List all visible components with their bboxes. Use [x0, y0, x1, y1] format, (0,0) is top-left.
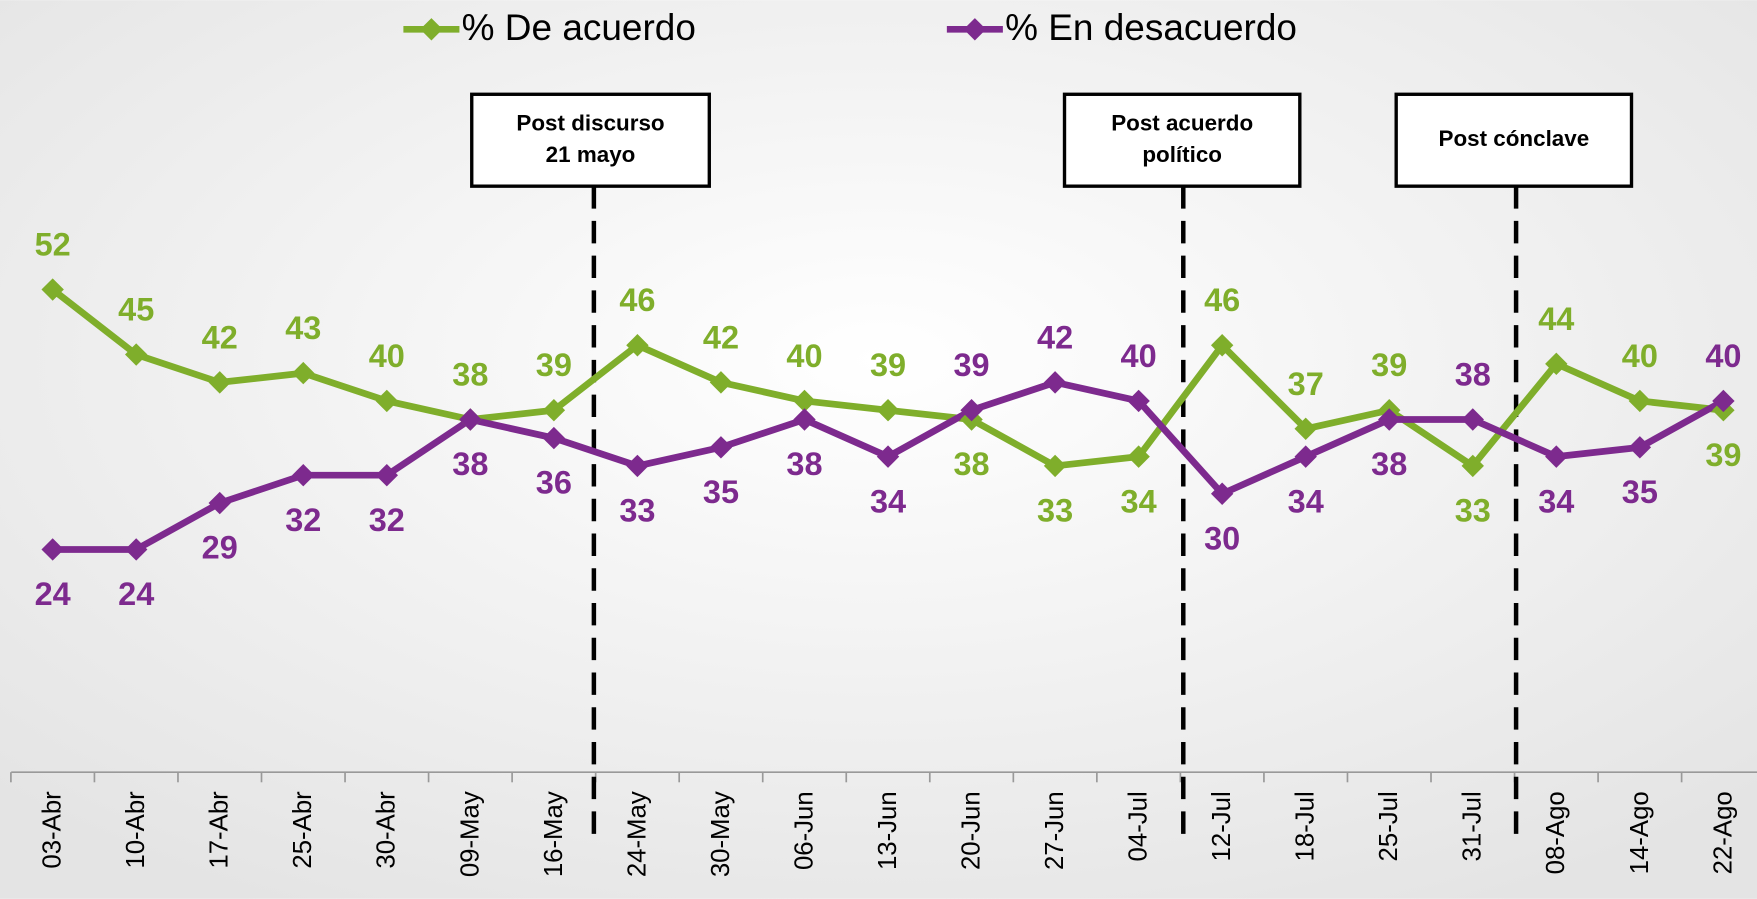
- data-label: 34: [1538, 483, 1574, 519]
- annotation-box: [470, 92, 711, 188]
- legend-label: % De acuerdo: [462, 7, 696, 48]
- point-marker: [1545, 352, 1568, 376]
- data-label: 39: [1371, 347, 1407, 383]
- data-label: 32: [369, 502, 405, 538]
- data-label: 38: [452, 446, 488, 482]
- legend-label: % En desacuerdo: [1005, 7, 1297, 48]
- data-label: 43: [285, 310, 321, 346]
- x-tick-label: 22-Ago: [1709, 791, 1737, 874]
- data-label: 34: [1121, 483, 1157, 519]
- data-label: 38: [786, 446, 822, 482]
- data-label: 33: [619, 493, 655, 529]
- data-label: 37: [1288, 366, 1324, 402]
- data-label: 33: [1455, 493, 1491, 529]
- x-tick-label: 30-May: [707, 791, 735, 877]
- data-label: 30: [1204, 520, 1240, 556]
- data-label: 40: [1121, 338, 1157, 374]
- data-label: 44: [1538, 301, 1574, 337]
- point-marker: [542, 399, 566, 422]
- x-tick-label: 06-Jun: [790, 791, 818, 870]
- x-tick-label: 13-Jun: [874, 791, 902, 870]
- point-marker: [1545, 445, 1568, 468]
- data-label: 40: [1622, 338, 1658, 374]
- data-label: 24: [118, 576, 154, 612]
- data-label: 39: [870, 347, 906, 383]
- data-label: 35: [703, 474, 739, 510]
- x-tick-label: 16-May: [540, 791, 568, 877]
- data-label: 38: [1371, 446, 1407, 482]
- legend-marker: [420, 18, 443, 41]
- x-tick-label: 04-Jul: [1125, 791, 1153, 861]
- x-tick-label: 30-Abr: [373, 791, 401, 869]
- data-label: 38: [953, 446, 989, 482]
- point-marker: [1043, 454, 1067, 478]
- point-marker: [626, 334, 649, 357]
- annotation-text: 21 mayo: [546, 142, 636, 167]
- point-marker: [208, 491, 231, 515]
- x-tick-label: 18-Jul: [1292, 791, 1320, 861]
- annotation-box: [1394, 92, 1634, 188]
- data-label: 40: [1705, 338, 1741, 374]
- data-label: 42: [703, 319, 739, 355]
- x-tick-label: 20-Jun: [957, 791, 985, 870]
- data-label: 46: [1204, 282, 1240, 318]
- x-tick-label: 08-Ago: [1542, 791, 1570, 874]
- point-marker: [876, 445, 900, 468]
- data-label: 29: [202, 530, 238, 566]
- data-label: 36: [536, 465, 572, 501]
- data-label: 35: [1622, 474, 1658, 510]
- data-label: 39: [953, 347, 989, 383]
- x-tick-label: 03-Abr: [39, 791, 67, 869]
- point-marker: [876, 399, 900, 422]
- annotation-text: Post cónclave: [1438, 126, 1589, 151]
- point-marker: [1294, 417, 1317, 440]
- data-label: 45: [118, 292, 154, 328]
- annotation-text: Post discurso: [516, 110, 664, 135]
- data-label: 34: [870, 483, 906, 519]
- data-label: 42: [202, 319, 238, 355]
- x-tick-label: 12-Jul: [1208, 791, 1236, 861]
- data-label: 38: [1455, 357, 1491, 393]
- data-label: 32: [285, 502, 321, 538]
- point-marker: [626, 454, 649, 478]
- x-tick-label: 14-Ago: [1626, 791, 1654, 874]
- data-label: 40: [369, 338, 405, 374]
- annotation-box: [1062, 92, 1302, 188]
- data-label: 34: [1288, 483, 1324, 519]
- x-tick-label: 09-May: [456, 791, 484, 877]
- data-label: 46: [619, 282, 655, 318]
- point-marker: [41, 278, 64, 301]
- data-label: 38: [452, 357, 488, 393]
- x-tick-label: 10-Abr: [122, 791, 150, 869]
- data-label: 40: [786, 338, 822, 374]
- x-tick-label: 17-Abr: [206, 791, 234, 869]
- data-label: 39: [1705, 437, 1741, 473]
- x-tick-label: 31-Jul: [1459, 791, 1487, 861]
- data-label: 24: [35, 576, 71, 612]
- data-label: 33: [1037, 493, 1073, 529]
- data-label: 39: [536, 347, 572, 383]
- data-label: 42: [1037, 319, 1073, 355]
- annotation-text: político: [1142, 142, 1222, 167]
- x-tick-label: 25-Abr: [289, 791, 317, 869]
- x-tick-label: 24-May: [623, 791, 651, 877]
- point-marker: [375, 463, 399, 487]
- data-label: 52: [35, 227, 71, 263]
- x-tick-label: 27-Jun: [1041, 791, 1069, 870]
- annotation-text: Post acuerdo: [1111, 110, 1253, 135]
- point-marker: [1294, 445, 1317, 468]
- x-tick-label: 25-Jul: [1375, 791, 1403, 861]
